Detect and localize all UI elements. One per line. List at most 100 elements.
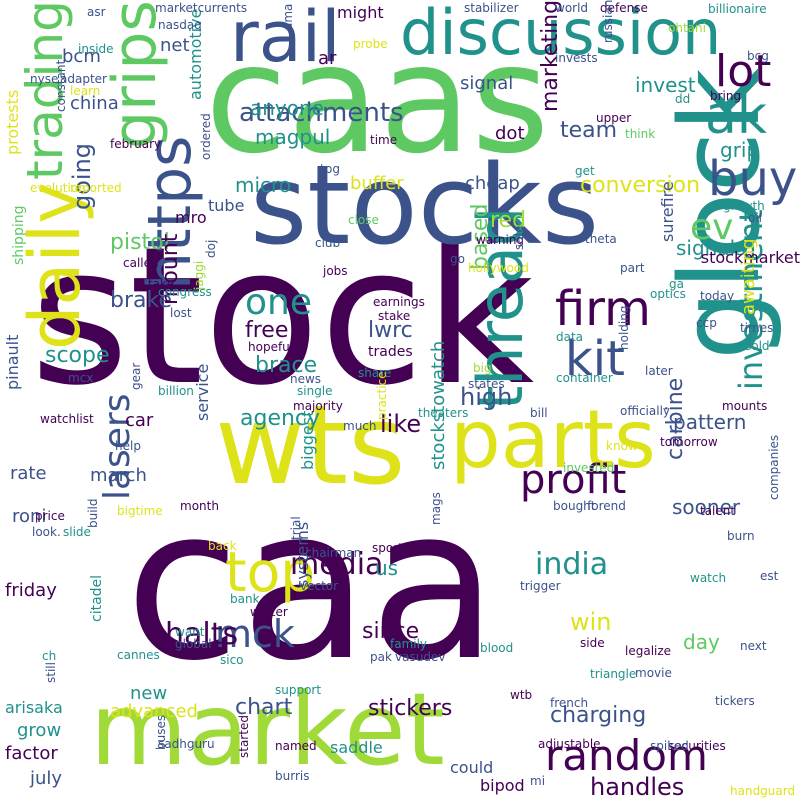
cloud-word: later <box>645 364 673 378</box>
cloud-word: movie <box>635 666 672 680</box>
cloud-word: signal <box>460 73 514 94</box>
cloud-word: wts <box>215 381 406 509</box>
cloud-word: back <box>208 539 237 553</box>
cloud-word: media <box>290 547 384 582</box>
cloud-word: stocks <box>250 141 600 269</box>
cloud-word: invest <box>635 73 696 97</box>
cloud-word: evolution <box>30 181 86 195</box>
cloud-word: wtb <box>510 688 533 702</box>
cloud-word: doj <box>204 239 218 258</box>
cloud-word: theaters <box>418 406 469 420</box>
cloud-word: companies <box>767 434 781 500</box>
cloud-word: buses <box>154 714 168 750</box>
cloud-word: adapter <box>60 72 107 86</box>
cloud-word: news <box>290 372 322 386</box>
cloud-word: net <box>160 35 190 56</box>
cloud-word: buffer <box>350 173 404 194</box>
cloud-word: bigtime <box>117 504 163 518</box>
cloud-word: ordered <box>199 113 213 160</box>
cloud-word: mags <box>429 492 443 525</box>
cloud-word: team <box>560 118 618 143</box>
cloud-word: attachments <box>239 98 404 128</box>
cloud-word: much <box>343 419 377 433</box>
cloud-word: russian <box>601 0 615 44</box>
cloud-word: going <box>68 142 96 210</box>
cloud-word: micro <box>235 173 292 197</box>
cloud-word: charging <box>550 703 647 728</box>
cloud-word: grow <box>17 720 62 741</box>
cloud-word: conversion <box>580 173 701 198</box>
cloud-word: might <box>337 3 384 22</box>
cloud-word: global <box>175 637 212 651</box>
cloud-word: tpg <box>320 162 340 176</box>
cloud-word: lot <box>715 46 772 97</box>
cloud-word: go <box>450 252 465 266</box>
cloud-word: jaggi <box>192 260 206 290</box>
cloud-word: handguard <box>730 784 796 798</box>
cloud-word: bipod <box>480 776 525 795</box>
cloud-word: mck <box>215 612 295 656</box>
cloud-word: since <box>362 619 420 644</box>
cloud-word: ar <box>318 48 337 69</box>
cloud-word: look. <box>32 525 61 539</box>
cloud-word: halts <box>165 617 239 652</box>
cloud-word: car <box>125 410 154 431</box>
cloud-word: grip <box>720 138 760 162</box>
cloud-word: adjustable <box>538 737 601 751</box>
cloud-word: cheap <box>465 173 520 194</box>
cloud-word: tube <box>208 196 245 215</box>
cloud-word: probe <box>353 37 388 51</box>
cloud-word: bank <box>230 592 260 606</box>
cloud-word: oil <box>748 211 763 225</box>
cloud-word: pistol <box>110 230 170 255</box>
cloud-word: jobs <box>323 264 348 278</box>
cloud-word: high <box>460 383 513 411</box>
cloud-word: ak <box>705 86 767 146</box>
cloud-word: sico <box>220 653 244 667</box>
cloud-word: watch <box>690 571 727 585</box>
cloud-word: called <box>123 256 159 270</box>
cloud-word: factor <box>5 743 58 764</box>
cloud-word: random <box>545 731 708 780</box>
cloud-word: rail <box>230 0 341 78</box>
cloud-word: price <box>35 509 65 523</box>
cloud-word: family <box>390 637 428 651</box>
cloud-word: watchlist <box>40 412 94 426</box>
cloud-word: grips <box>100 0 170 149</box>
cloud-word: upper <box>596 111 632 125</box>
cloud-word: buy <box>708 151 798 207</box>
cloud-word: states <box>468 377 505 391</box>
cloud-word: surefire <box>658 181 677 242</box>
cloud-word: support <box>275 683 322 697</box>
cloud-word: mi <box>530 774 546 788</box>
cloud-word: trigger <box>520 579 561 593</box>
cloud-word: bring <box>710 89 742 103</box>
cloud-word: one <box>245 282 312 323</box>
cloud-word: ccp <box>696 316 717 330</box>
cloud-word: burris <box>275 769 310 783</box>
cloud-word: hollywood <box>468 261 529 275</box>
cloud-word: ama <box>281 3 295 30</box>
cloud-word: trades <box>368 344 413 360</box>
cloud-word: part <box>620 261 645 275</box>
cloud-word: congress <box>158 285 212 299</box>
cloud-word: friday <box>5 580 57 601</box>
cloud-word: billion <box>158 384 194 398</box>
cloud-word: shipping <box>11 205 27 265</box>
cloud-word: container <box>556 371 613 385</box>
cloud-word: side <box>580 636 605 650</box>
cloud-word: get <box>575 164 595 178</box>
cloud-word: ohtani <box>668 21 706 35</box>
cloud-word: biggest <box>298 410 317 470</box>
cloud-word: cannes <box>117 648 160 662</box>
cloud-word: nasdaq <box>158 18 202 32</box>
cloud-word: agency <box>240 406 321 431</box>
cloud-word: stock <box>30 206 535 427</box>
cloud-word: warning <box>476 233 525 247</box>
cloud-word: chairman <box>305 546 362 560</box>
cloud-word: new <box>130 683 168 704</box>
cloud-word: invests <box>555 51 598 65</box>
cloud-word: reported <box>70 181 122 195</box>
cloud-word: advanced <box>110 701 198 722</box>
